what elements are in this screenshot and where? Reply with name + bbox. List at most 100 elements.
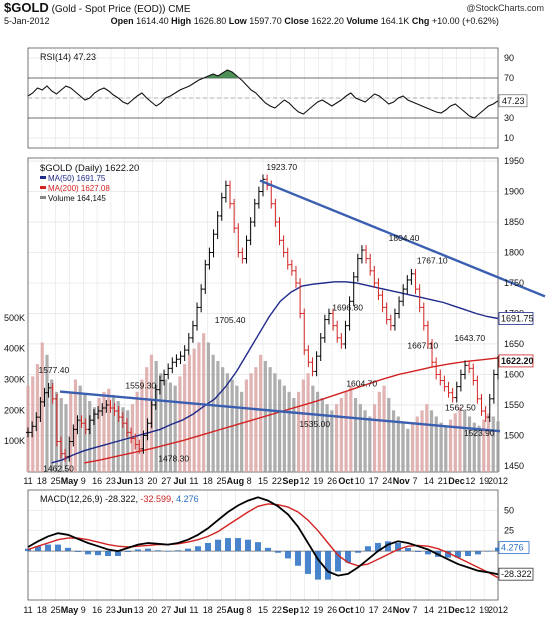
macd-histogram-bar — [475, 551, 481, 555]
volume-bar — [396, 416, 400, 472]
volume-bar — [40, 342, 44, 472]
rsi-overbought-fill — [203, 70, 237, 78]
macd-histogram-bar — [335, 551, 341, 572]
macd-x-tick-label: 22 — [272, 605, 282, 615]
volume-bar — [50, 379, 54, 472]
macd-histogram-bar — [465, 551, 471, 556]
macd-histogram-bar — [325, 551, 331, 580]
volume-bar — [349, 385, 353, 472]
macd-x-tick-label: 12 — [299, 605, 309, 615]
price-annotation: 1604.70 — [346, 379, 377, 389]
macd-histogram-bar — [95, 551, 101, 556]
macd-histogram-bar — [485, 551, 491, 552]
volume-bar — [45, 354, 49, 472]
open-value: 1614.40 — [136, 16, 169, 26]
volume-bar — [178, 376, 182, 472]
macd-histogram-bar — [65, 547, 71, 552]
macd-histogram-bar — [255, 542, 261, 552]
price-x-tick-label: 17 — [369, 476, 379, 486]
price-annotation: 1804.40 — [389, 233, 420, 243]
price-x-tick-label: 23 — [106, 476, 116, 486]
volume-axis-label: 100K — [4, 436, 25, 446]
volume-bar — [306, 373, 310, 472]
price-annotation: 1577.40 — [38, 365, 69, 375]
price-annotation: 1562.50 — [445, 402, 476, 412]
rsi-line — [27, 69, 499, 119]
volume-bar — [448, 419, 453, 472]
price-tick-label: 1950 — [504, 156, 524, 166]
macd-value-box — [498, 567, 534, 581]
price-x-tick-label: 14 — [424, 476, 434, 486]
macd-x-tick-label: 23 — [106, 605, 116, 615]
macd-histogram-bar — [55, 544, 61, 552]
volume-bar — [192, 348, 196, 472]
volume-bar — [235, 385, 239, 472]
macd-histogram-bar — [415, 551, 421, 552]
macd-x-tick-label: 18 — [203, 605, 213, 615]
macd-histogram-bar — [45, 544, 51, 552]
macd-histogram-bar — [205, 542, 211, 552]
chart-header-title: $GOLD (Gold - Spot Price (EOD)) CME — [4, 0, 191, 15]
macd-histogram-bar — [105, 551, 111, 556]
macd-x-tick-label: 8 — [247, 605, 252, 615]
volume-bar — [287, 391, 291, 472]
volume-bar — [425, 404, 429, 472]
macd-histogram-bar — [445, 551, 451, 558]
macd-x-tick-label: 24 — [382, 605, 392, 615]
low-label: Low — [228, 16, 247, 26]
price-x-tick-label: 8 — [247, 476, 252, 486]
macd-histogram-bar — [175, 550, 181, 552]
macd-tick-label: 50 — [504, 505, 514, 515]
volume-bar — [415, 416, 419, 472]
volume-bar — [197, 342, 201, 472]
volume-bar — [173, 385, 177, 472]
rsi-tick-label: 30 — [504, 113, 514, 123]
price-tick-label: 1600 — [504, 369, 524, 379]
volume-bar — [202, 333, 206, 472]
macd-histogram-bar — [155, 550, 161, 552]
price-title: $GOLD (Daily) 1622.20 — [40, 163, 139, 174]
volume-bar — [240, 391, 244, 472]
macd-histogram-bar — [115, 551, 121, 556]
volume-bar — [377, 391, 381, 472]
macd-x-tick-label: 27 — [161, 605, 171, 615]
price-x-tick-label: 15 — [258, 476, 268, 486]
macd-x-tick-label: Nov — [393, 605, 410, 615]
rsi-title: RSI(14) 47.23 — [40, 52, 96, 62]
chg-label: Chg — [411, 16, 430, 26]
price-value-label: 1622.20 — [501, 356, 534, 366]
volume-bar — [221, 367, 225, 472]
volume-bar — [391, 410, 396, 472]
volume-bar — [486, 413, 491, 472]
macd-histogram-bar — [425, 551, 431, 555]
open-label: Open — [110, 16, 134, 26]
macd-x-tick-label: Sep — [282, 605, 299, 615]
volume-bar — [444, 425, 448, 472]
macd-histogram-bar — [455, 551, 461, 558]
volume-value: 164.1K — [380, 16, 410, 26]
macd-histogram-bar — [345, 551, 351, 563]
volume-bar — [259, 354, 263, 472]
macd-title-part: MACD(12,26,9) -28.322, — [40, 494, 138, 504]
macd-histogram-bar — [495, 547, 501, 552]
volume-bar — [358, 404, 362, 472]
price-x-tick-label: 20 — [147, 476, 157, 486]
instrument-name: (Gold - Spot Price (EOD)) — [51, 4, 166, 15]
price-annotation: 1667.10 — [407, 341, 438, 351]
macd-x-tick-label: 11 — [23, 605, 32, 615]
volume-bar — [339, 397, 343, 472]
macd-histogram-bar — [275, 551, 281, 553]
price-annotation: 1559.30 — [125, 380, 156, 390]
low-value: 1597.70 — [249, 16, 282, 26]
price-tick-label: 1550 — [504, 400, 524, 410]
volume-bar — [111, 394, 116, 472]
macd-histogram-bar — [365, 546, 371, 552]
price-x-tick-label: 22 — [272, 476, 282, 486]
upper-trendline — [259, 179, 546, 298]
price-x-tick-label: 2012 — [488, 476, 508, 486]
volume-bar — [297, 391, 301, 472]
macd-histogram-bar — [35, 546, 41, 552]
macd-x-tick-label: 21 — [438, 605, 448, 615]
volume-bar — [31, 376, 35, 472]
volume-bar — [244, 379, 248, 472]
